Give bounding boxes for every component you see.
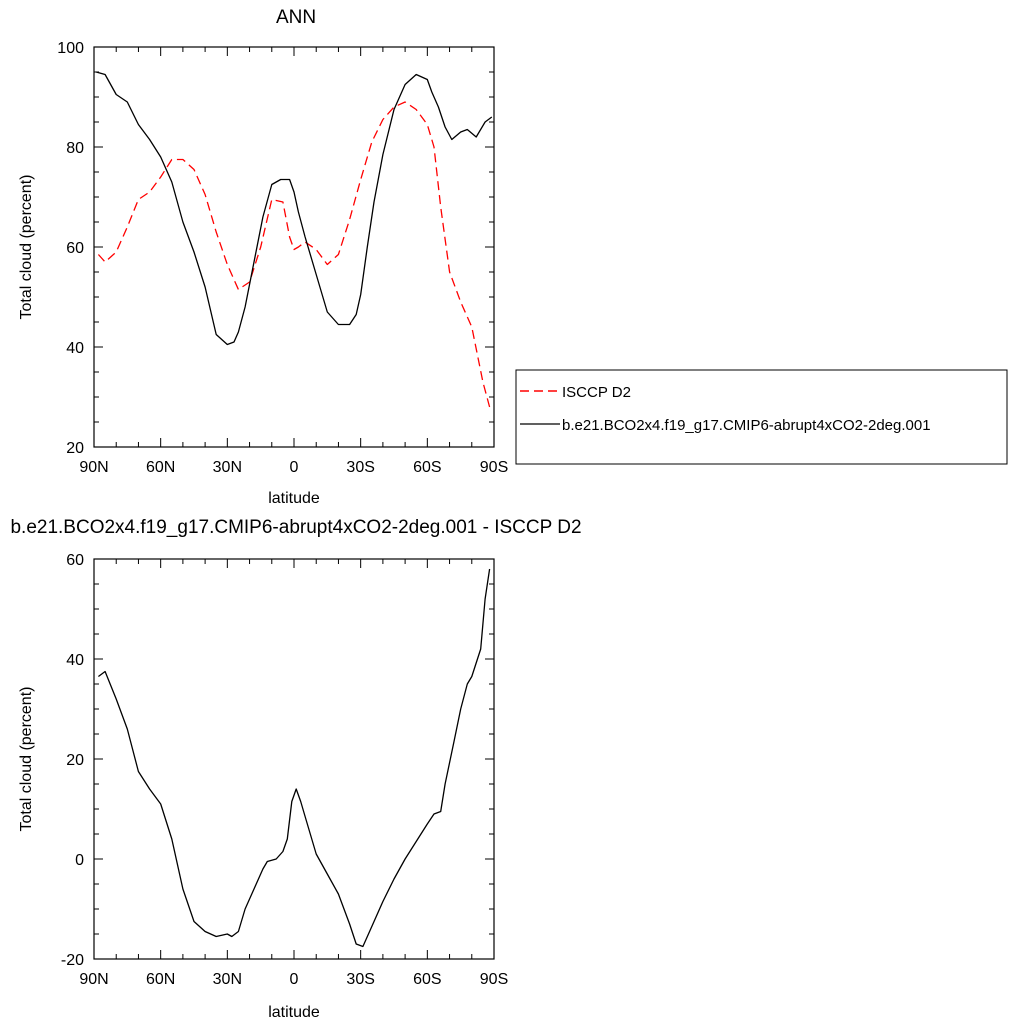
x-tick-label: 0: [290, 459, 299, 476]
x-tick-label: 60S: [413, 459, 441, 476]
x-ticks-top: 90N 60N 30N 0 30S 60S 90S: [79, 47, 508, 476]
x-tick-label: 90S: [480, 971, 508, 988]
plot-frame-bottom: [93, 558, 495, 960]
y-tick-label: 100: [57, 40, 84, 57]
top-panel: ANN 90N 60N 30N 0 30S 60S 90S 20 40 60 80 100 lati…: [18, 7, 1008, 507]
series-top: [96, 71, 493, 408]
y-ticks-bottom: -20 0 20 40 60: [61, 552, 494, 969]
y-tick-label: 60: [66, 552, 84, 569]
legend-box: [515, 369, 1008, 465]
x-tick-label: 60S: [413, 971, 441, 988]
y-tick-label: 40: [66, 652, 84, 669]
y-tick-label: -20: [61, 952, 84, 969]
x-tick-label: 30S: [346, 459, 374, 476]
bottom-panel: b.e21.BCO2x4.f19_g17.CMIP6-abrupt4xCO2-2…: [10, 517, 581, 1021]
x-tick-label: 90S: [480, 459, 508, 476]
y-tick-label: 0: [75, 852, 84, 869]
x-tick-label: 60N: [146, 459, 175, 476]
series-line-dashed-0-0: [97, 101, 491, 408]
legend: ISCCP D2 b.e21.BCO2x4.f19_g17.CMIP6-abru…: [515, 369, 1008, 465]
x-tick-label: 60N: [146, 971, 175, 988]
y-ticks-top: 20 40 60 80 100: [57, 40, 494, 457]
chart-title-bottom: b.e21.BCO2x4.f19_g17.CMIP6-abrupt4xCO2-2…: [10, 517, 581, 538]
legend-label-isccp: ISCCP D2: [562, 384, 631, 401]
chart-title-top: ANN: [276, 7, 316, 28]
series-line-0-1: [96, 71, 493, 346]
series-bottom: [98, 568, 491, 948]
y-axis-label-top: Total cloud (percent): [18, 175, 35, 320]
y-tick-label: 20: [66, 752, 84, 769]
y-tick-label: 40: [66, 340, 84, 357]
y-tick-label: 20: [66, 440, 84, 457]
x-tick-label: 90N: [79, 971, 108, 988]
x-tick-label: 30S: [346, 971, 374, 988]
y-tick-label: 80: [66, 140, 84, 157]
series-line-1-0: [98, 568, 491, 948]
x-tick-label: 0: [290, 971, 299, 988]
y-axis-label-bottom: Total cloud (percent): [18, 687, 35, 832]
x-axis-label-bottom: latitude: [268, 1004, 320, 1021]
x-tick-label: 30N: [213, 971, 242, 988]
x-tick-label: 30N: [213, 459, 242, 476]
x-axis-label-top: latitude: [268, 490, 320, 507]
x-tick-label: 90N: [79, 459, 108, 476]
legend-label-model: b.e21.BCO2x4.f19_g17.CMIP6-abrupt4xCO2-2…: [562, 417, 931, 434]
x-ticks-bottom: 90N 60N 30N 0 30S 60S 90S: [79, 559, 508, 988]
plot-frame-top: [93, 46, 495, 448]
y-tick-label: 60: [66, 240, 84, 257]
